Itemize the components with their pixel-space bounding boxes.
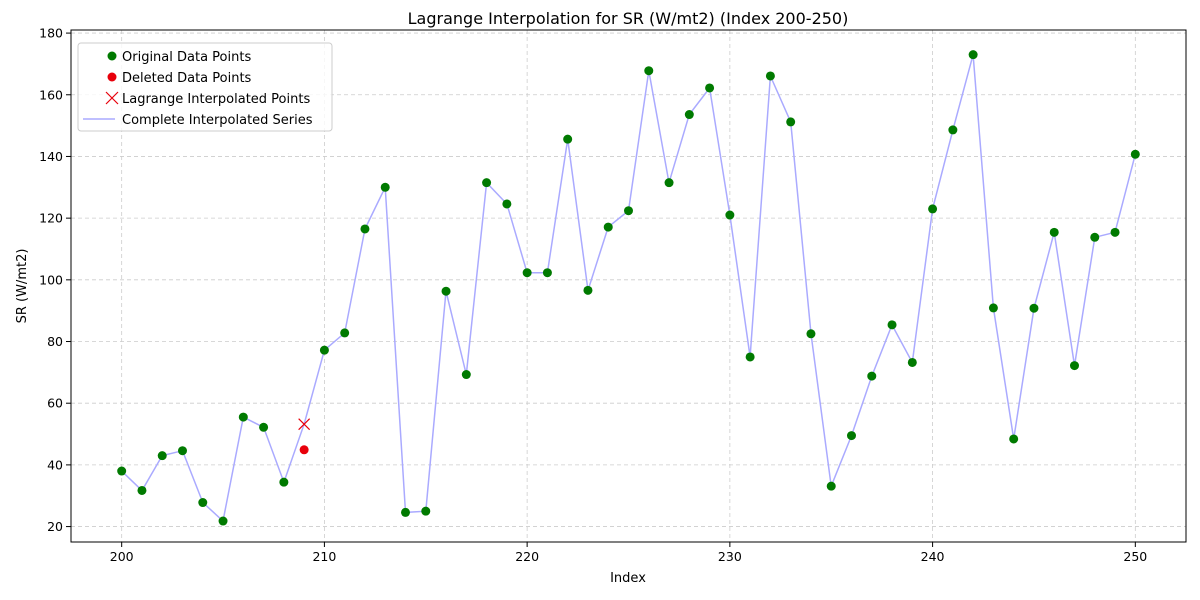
original-data-point [907, 357, 917, 367]
original-data-point [340, 328, 350, 338]
original-data-point [259, 422, 269, 432]
original-data-point [178, 446, 187, 456]
y-axis-ticks: 20 40 60 80 100 120 140 160 180 [39, 26, 71, 534]
original-data-point [583, 285, 593, 295]
original-data-point [279, 477, 289, 487]
legend-entry-complete: Complete Interpolated Series [83, 113, 313, 128]
original-data-point [1049, 227, 1059, 237]
original-data-point [421, 506, 431, 516]
deleted-data-point [299, 445, 309, 455]
legend-label-lagrange: Lagrange Interpolated Points [122, 92, 310, 107]
original-data-point [745, 352, 755, 362]
original-data-point [847, 431, 856, 441]
original-data-point [238, 412, 248, 422]
original-data-point [542, 268, 552, 278]
x-tick-label: 220 [515, 549, 539, 564]
y-tick-label: 80 [47, 334, 63, 349]
original-data-point [401, 507, 410, 517]
legend-label-original: Original Data Points [122, 50, 251, 65]
legend-marker-original [107, 51, 117, 61]
original-data-point [522, 268, 532, 278]
legend-marker-deleted [107, 72, 117, 82]
original-data-point [319, 345, 329, 355]
original-data-point [1029, 303, 1039, 313]
original-data-point [117, 466, 127, 476]
legend-label-deleted: Deleted Data Points [122, 71, 252, 86]
original-data-point [198, 498, 208, 508]
original-data-point [867, 371, 877, 381]
x-tick-label: 210 [312, 549, 336, 564]
original-data-point [563, 134, 573, 144]
plot-frame [70, 29, 1187, 543]
original-data-point [1090, 232, 1100, 242]
legend-entry-original: Original Data Points [107, 50, 251, 65]
original-data-point [644, 66, 654, 76]
lagrange-interpolated-point [298, 418, 311, 431]
original-data-point [1130, 149, 1140, 159]
original-data-point [1009, 434, 1019, 444]
original-data-point [482, 178, 492, 188]
y-tick-label: 160 [39, 87, 63, 102]
legend: Original Data Points Deleted Data Points… [77, 42, 333, 132]
x-tick-label: 200 [110, 549, 134, 564]
original-data-point [624, 206, 633, 216]
x-tick-label: 240 [921, 549, 945, 564]
original-data-point [968, 50, 978, 60]
x-axis-label: Index [610, 571, 646, 586]
original-data-point [705, 83, 715, 93]
x-axis-ticks: 200 210 220 230 240 250 [110, 542, 1147, 564]
y-axis-label: SR (W/mt2) [15, 249, 30, 324]
original-data-point [887, 320, 897, 330]
y-tick-label: 60 [47, 396, 63, 411]
original-data-point [1070, 361, 1079, 371]
original-data-point [157, 451, 167, 461]
original-data-point [948, 125, 958, 135]
original-data-point [218, 516, 228, 526]
original-data-point [826, 481, 836, 491]
original-data-point [786, 117, 796, 127]
y-tick-label: 20 [47, 519, 63, 534]
legend-entry-lagrange: Lagrange Interpolated Points [105, 91, 310, 107]
data-markers [117, 50, 1140, 526]
legend-marker-lagrange [105, 91, 119, 105]
chart-title: Lagrange Interpolation for SR (W/mt2) (I… [408, 9, 849, 28]
original-data-point [928, 204, 938, 214]
original-data-point [360, 224, 370, 234]
original-data-point [664, 178, 674, 188]
legend-label-complete: Complete Interpolated Series [122, 113, 313, 128]
original-data-point [684, 110, 694, 120]
y-tick-label: 120 [39, 211, 63, 226]
original-data-point [988, 303, 998, 313]
original-data-point [603, 222, 613, 232]
y-tick-label: 140 [39, 149, 63, 164]
y-tick-label: 180 [39, 26, 63, 41]
original-data-point [806, 329, 816, 339]
original-data-point [441, 286, 451, 296]
original-data-point [725, 210, 735, 220]
original-data-point [380, 182, 390, 192]
y-tick-label: 40 [47, 457, 63, 472]
original-data-point [1110, 227, 1120, 237]
legend-box [77, 42, 333, 132]
original-data-point [137, 485, 147, 495]
original-data-point [461, 370, 471, 380]
y-tick-label: 100 [39, 272, 63, 287]
x-tick-label: 250 [1123, 549, 1147, 564]
legend-entry-deleted: Deleted Data Points [107, 71, 252, 86]
x-tick-label: 230 [718, 549, 742, 564]
original-data-point [502, 199, 512, 209]
original-data-point [765, 71, 775, 81]
